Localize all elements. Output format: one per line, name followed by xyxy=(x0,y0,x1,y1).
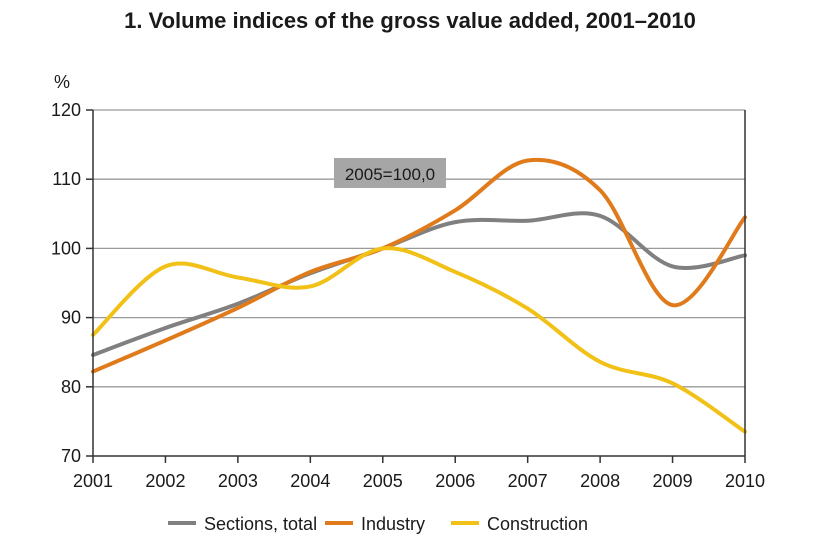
legend-label: Construction xyxy=(487,514,588,534)
series-line xyxy=(91,246,747,434)
x-tick-label: 2005 xyxy=(363,471,403,491)
data-point xyxy=(598,214,602,218)
data-point xyxy=(671,381,675,385)
x-tick-labels: 2001 2002 2003 2004 2005 2006 2007 2008 2009 2010 xyxy=(73,471,765,491)
x-tick-label: 2002 xyxy=(145,471,185,491)
data-point xyxy=(671,264,675,268)
x-tick-label: 2006 xyxy=(435,471,475,491)
data-point xyxy=(671,303,675,307)
data-point xyxy=(453,270,457,274)
annotation-box xyxy=(334,158,446,188)
data-point xyxy=(598,188,602,192)
x-tick-label: 2001 xyxy=(73,471,113,491)
series-lines xyxy=(91,157,747,434)
data-point xyxy=(453,208,457,212)
y-tick-label: 100 xyxy=(51,238,81,258)
data-point xyxy=(598,360,602,364)
x-tick-label: 2008 xyxy=(580,471,620,491)
legend-item: Industry xyxy=(325,514,425,534)
series-line xyxy=(91,211,747,357)
legend-item: Sections, total xyxy=(168,514,317,534)
x-tick-label: 2007 xyxy=(508,471,548,491)
data-point xyxy=(381,246,385,250)
data-point xyxy=(453,220,457,224)
y-tick-label: 110 xyxy=(52,169,81,189)
data-point xyxy=(526,219,530,223)
x-tick-label: 2004 xyxy=(290,471,330,491)
data-point xyxy=(526,159,530,163)
annotation-text: 2005=100,0 xyxy=(345,165,435,184)
data-point xyxy=(236,306,240,310)
x-tick-label: 2009 xyxy=(653,471,693,491)
data-point xyxy=(163,264,167,268)
y-tick-labels: 70 80 90 100 110 120 xyxy=(51,100,81,466)
base-year-annotation: 2005=100,0 xyxy=(334,158,446,188)
data-point xyxy=(163,326,167,330)
y-tick-label: 80 xyxy=(61,377,81,397)
data-point xyxy=(236,275,240,279)
y-tick-label: 90 xyxy=(61,308,81,328)
data-point xyxy=(163,338,167,342)
series-2 xyxy=(91,246,747,434)
axes xyxy=(86,109,746,463)
series-line xyxy=(91,157,747,374)
data-point xyxy=(308,270,312,274)
data-point xyxy=(526,307,530,311)
x-tick-label: 2010 xyxy=(725,471,765,491)
series-1 xyxy=(91,157,747,374)
data-point xyxy=(308,284,312,288)
legend-label: Sections, total xyxy=(204,514,317,534)
legend-label: Industry xyxy=(361,514,425,534)
x-tick-label: 2003 xyxy=(218,471,258,491)
y-tick-label: 70 xyxy=(61,446,81,466)
y-unit-label: % xyxy=(54,72,70,92)
y-tick-label: 120 xyxy=(51,100,81,120)
chart-title: 1. Volume indices of the gross value add… xyxy=(124,8,696,33)
legend: Sections, total Industry Construction xyxy=(168,514,588,534)
legend-item: Construction xyxy=(451,514,588,534)
series-0 xyxy=(91,211,747,357)
